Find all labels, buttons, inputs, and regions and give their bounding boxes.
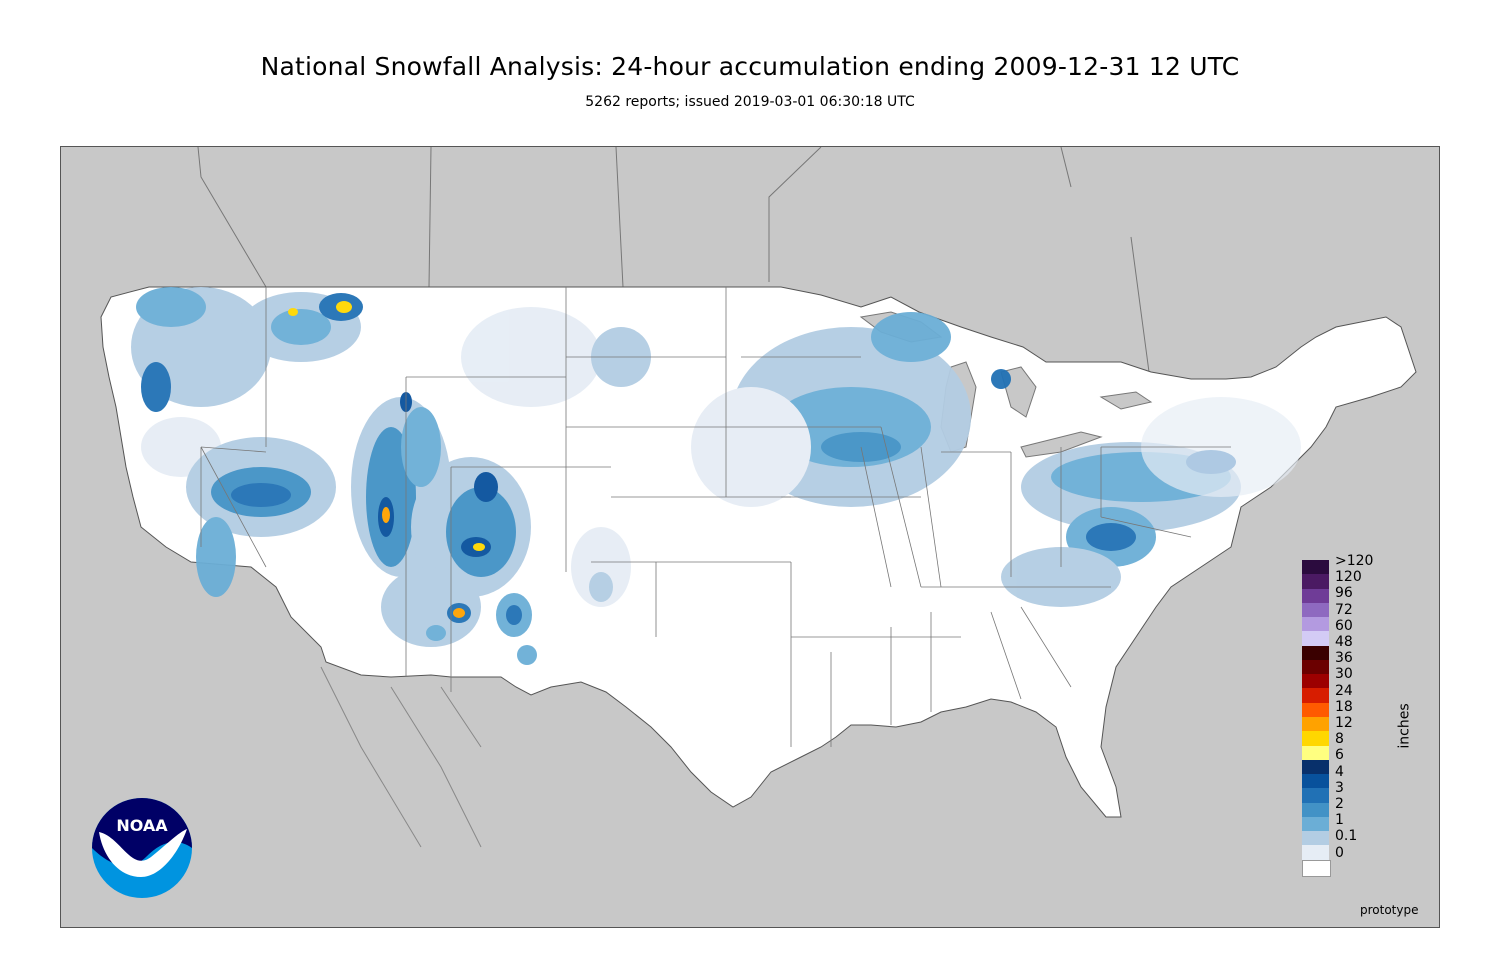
legend-swatch [1302, 674, 1329, 690]
legend-label: 2 [1335, 796, 1344, 812]
legend-swatch [1302, 717, 1329, 732]
legend-swatch [1302, 588, 1329, 604]
map-title: National Snowfall Analysis: 24-hour accu… [260, 52, 1240, 81]
legend-swatch [1302, 688, 1329, 704]
canada-borders [197, 147, 1152, 388]
legend-label: 120 [1335, 569, 1362, 586]
legend-label: 36 [1335, 650, 1353, 667]
legend-label: 3 [1335, 779, 1344, 796]
legend-swatch [1302, 745, 1329, 761]
mexico-coast [320, 666, 482, 848]
legend-label: 8 [1335, 731, 1344, 748]
legend-label: 1 [1335, 812, 1344, 829]
legend-swatch [1302, 659, 1329, 675]
legend-label: 0.1 [1335, 828, 1358, 845]
legend-label: 60 [1335, 617, 1353, 634]
legend-label: 4 [1335, 763, 1344, 780]
legend-swatch [1302, 845, 1329, 861]
legend-swatch [1302, 802, 1329, 818]
map-subtitle: 5262 reports; issued 2019-03-01 06:30:18… [585, 94, 915, 110]
lake-erie [1020, 431, 1103, 458]
legend-swatch [1302, 702, 1329, 718]
legend-swatch [1302, 574, 1329, 590]
legend-swatch [1302, 831, 1329, 847]
noaa-logo-icon: NOAA [92, 798, 192, 898]
legend-swatch [1302, 774, 1329, 790]
legend-swatch [1302, 859, 1331, 877]
prototype-note: prototype [1360, 903, 1419, 917]
legend-swatch [1302, 816, 1329, 832]
snowfall-map [61, 147, 1439, 927]
state-boundaries [200, 287, 1231, 747]
legend-swatch [1302, 617, 1329, 633]
legend-label: 0 [1335, 844, 1344, 861]
legend-label: >120 [1335, 553, 1374, 569]
map-frame: NOAA [60, 146, 1440, 928]
legend-label: 24 [1335, 682, 1353, 699]
legend-label: 72 [1335, 601, 1353, 618]
legend-label: 96 [1335, 585, 1353, 602]
legend-swatch [1302, 645, 1329, 661]
legend-swatch [1302, 602, 1329, 618]
logo-text: NOAA [116, 816, 168, 835]
legend-label: 12 [1335, 715, 1353, 731]
legend-swatch [1302, 631, 1329, 647]
legend-label: 18 [1335, 698, 1353, 715]
legend-swatch [1302, 788, 1329, 804]
legend-label: 6 [1335, 747, 1344, 764]
lake-ontario [1099, 391, 1153, 410]
units-label: inches [1396, 703, 1413, 749]
legend-swatch [1302, 759, 1329, 775]
legend-label: 30 [1335, 666, 1353, 683]
legend-swatch [1302, 560, 1329, 575]
legend-swatch [1302, 731, 1329, 747]
legend-label: 48 [1335, 634, 1353, 650]
